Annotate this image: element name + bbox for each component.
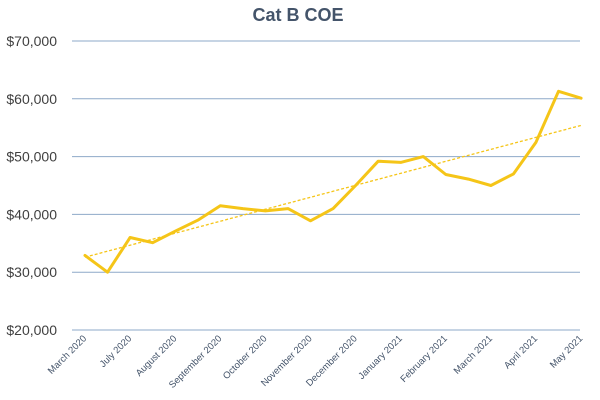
- trendline-layer: [84, 124, 582, 258]
- trendline: [84, 124, 582, 258]
- data-point: [286, 207, 290, 210]
- data-point: [151, 241, 154, 244]
- y-axis-ticks: $20,000 $30,000 $40,000 $50,000 $60,000 $70,0…: [6, 33, 57, 338]
- y-tick-label: $20,000: [6, 322, 57, 338]
- x-tick-label: February 2021: [398, 333, 449, 384]
- data-point: [309, 219, 312, 222]
- x-tick-label: March 2020: [46, 333, 89, 376]
- data-point: [444, 173, 447, 176]
- data-point: [399, 161, 402, 164]
- data-point: [534, 140, 538, 144]
- data-point: [83, 254, 87, 257]
- y-tick-label: $30,000: [6, 264, 57, 280]
- data-point: [219, 204, 222, 207]
- x-tick-label: May 2021: [548, 333, 585, 370]
- data-point: [264, 209, 267, 213]
- data-point: [196, 218, 199, 222]
- data-point: [331, 207, 335, 210]
- y-tick-label: $70,000: [6, 33, 57, 49]
- data-point: [467, 177, 470, 181]
- x-tick-label: April 2021: [502, 333, 540, 371]
- data-point: [241, 207, 245, 210]
- x-tick-label: March 2021: [452, 333, 495, 376]
- data-point: [512, 172, 515, 176]
- x-tick-label: January 2021: [356, 333, 404, 381]
- data-point: [174, 229, 177, 233]
- x-tick-label: August 2020: [134, 333, 180, 379]
- data-point: [106, 271, 109, 274]
- x-tick-label: July 2020: [98, 333, 135, 370]
- chart-title: Cat B COE: [252, 5, 343, 25]
- data-point: [422, 155, 425, 158]
- series-layer: [83, 89, 583, 274]
- y-tick-label: $40,000: [6, 206, 57, 222]
- data-point: [579, 97, 583, 100]
- data-point: [557, 90, 560, 93]
- grid-lines: [72, 40, 580, 331]
- data-point: [376, 160, 380, 163]
- y-tick-label: $50,000: [6, 149, 57, 165]
- y-tick-label: $60,000: [6, 91, 57, 107]
- series-line: [83, 89, 583, 274]
- data-point: [354, 184, 357, 187]
- x-tick-label: October 2020: [221, 333, 269, 381]
- x-axis-ticks: March 2020 July 2020 August 2020September …: [46, 333, 585, 390]
- data-point: [128, 236, 132, 239]
- data-point: [489, 184, 493, 187]
